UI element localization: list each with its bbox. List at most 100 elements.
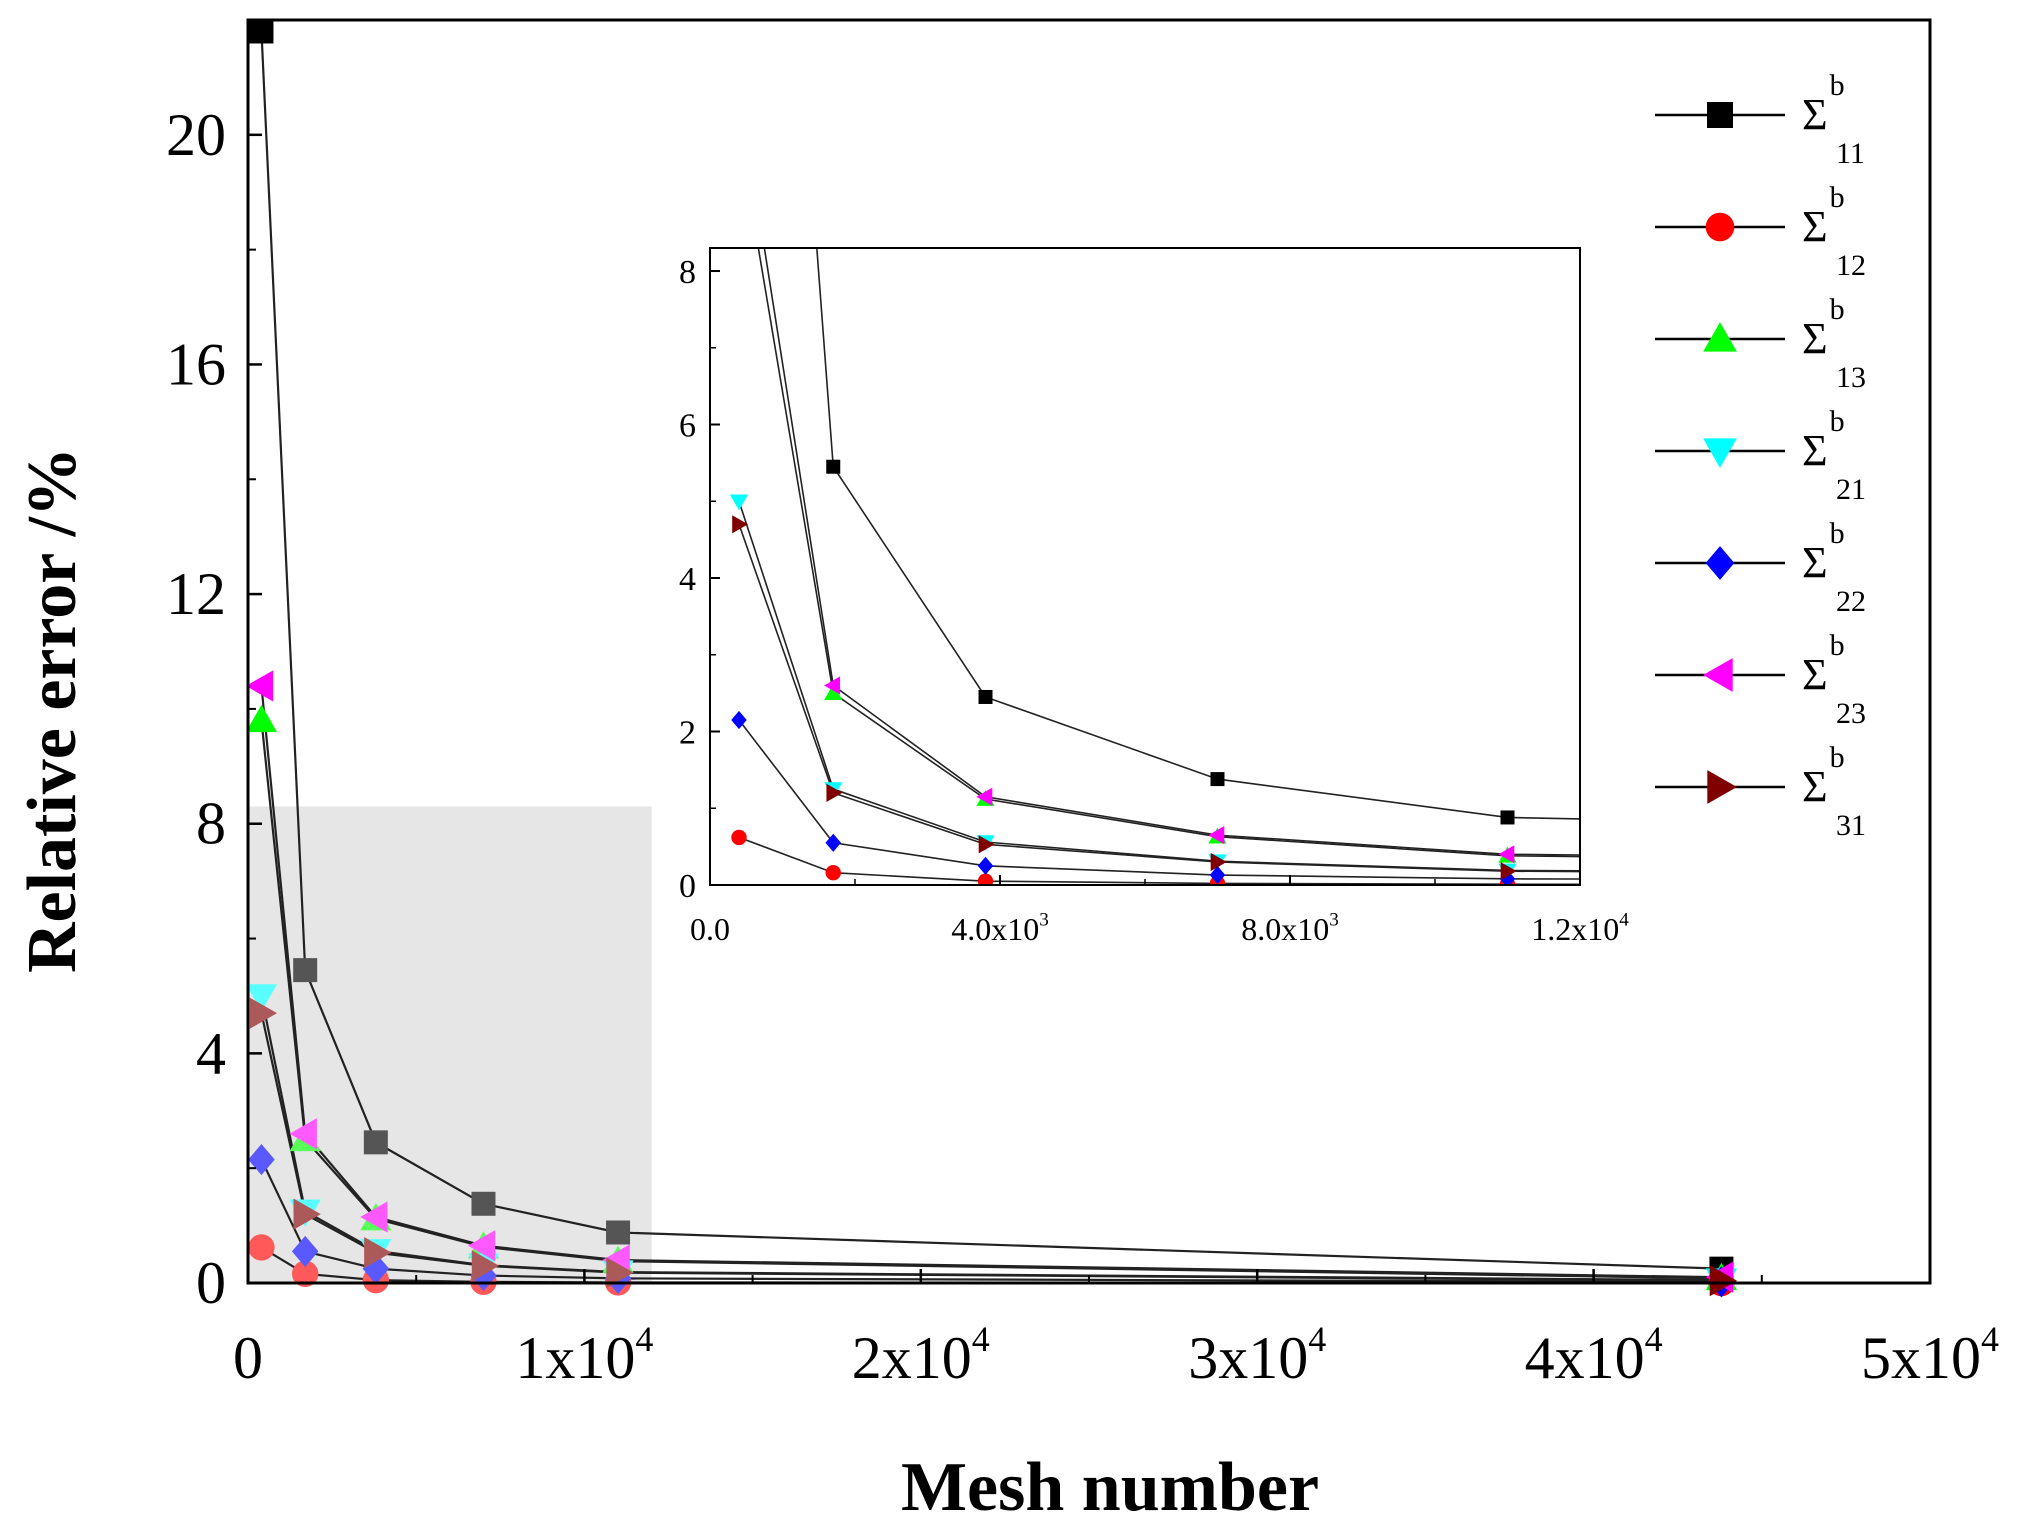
inset-series-line-23 [763,248,1580,856]
legend-label-21: Σb 21 [1802,405,1866,506]
inset-axes: 0.0 4.0x103 8.0x103 1.2x104 0 2 4 6 8 [679,247,1629,947]
y-tick-label-1: 4 [196,1020,226,1086]
inset-series-markers [729,78,1517,885]
marker-22-2 [362,1253,390,1285]
marker-21-0 [245,984,278,1012]
inset-marker-11-1 [826,459,841,474]
marker-31-0 [249,997,278,1029]
y-tick-label-5: 20 [166,102,226,168]
marker-11-1 [293,958,318,983]
x-tick-label-3: 3x104 [1188,1319,1326,1391]
marker-11-0 [249,19,274,44]
marker-31-3 [471,1250,500,1282]
x-tick-label-1: 1x104 [515,1319,653,1391]
inset-y-tick-label-0: 0 [679,868,696,905]
marker-11-3 [471,1191,496,1216]
inset-series-line-12 [738,836,1580,885]
legend-label-23: Σb 23 [1802,629,1866,730]
legend-marker-11 [1707,102,1733,128]
inset-series-line-11 [816,248,1580,820]
inset-marker-31-2 [978,835,995,854]
marker-11-4 [606,1220,631,1245]
inset-marker-11-3 [1210,772,1225,787]
y-tick-label-3: 12 [166,561,226,627]
legend-marker-21 [1703,438,1737,468]
inset-marker-12-0 [731,829,747,846]
inset-marker-12-2 [977,873,994,885]
marker-12-1 [291,1260,319,1288]
inset-marker-12-1 [825,865,841,881]
legend-marker-23 [1703,658,1733,692]
legend-label-12: Σb 12 [1802,181,1866,282]
inset-marker-23-2 [976,787,993,806]
series-line-31 [260,1012,1722,1282]
marker-13-0 [245,704,278,733]
series-line-11 [260,31,1722,1270]
inset-y-tick-label-1: 2 [679,715,696,752]
marker-12-0 [248,1234,275,1261]
inset-marker-23-1 [824,676,841,695]
inset-marker-13-1 [824,684,843,700]
inset-marker-22-3 [1209,865,1226,885]
inset-marker-11-4 [1500,810,1515,825]
inset-marker-22-4 [1499,869,1516,885]
marker-31-1 [293,1198,321,1230]
legend-marker-22 [1705,546,1735,580]
legend-label-13: Σb 13 [1802,293,1866,394]
x-axis-title: Mesh number [901,1449,1319,1526]
inset-series-line-31 [738,524,1580,873]
y-tick-label-2: 8 [196,791,226,857]
inset-series-lines [738,248,1580,885]
marker-23-0 [245,670,274,702]
legend-marker-13 [1703,322,1737,352]
inset-y-tick-label-3: 6 [679,408,696,445]
inset-marker-31-1 [826,783,843,803]
inset-marker-31-3 [1210,852,1227,872]
main-series-markers [245,19,1738,1298]
marker-23-3 [467,1230,496,1262]
legend: Σb 11 Σb 12 Σb 13 Σb 21 Σb 22 Σb 23 Σb 31 [1655,69,1866,842]
x-tick-label-4: 4x104 [1525,1319,1663,1391]
inset-marker-22-0 [731,710,747,730]
inset-marker-23-3 [1208,826,1225,845]
inset-marker-23-0 [730,78,746,96]
x-tick-label-2: 2x104 [852,1319,990,1391]
y-axis-title: Relative error /% [14,447,91,973]
y-tick-label-4: 16 [166,331,226,397]
series-line-22 [260,1159,1722,1283]
legend-marker-12 [1705,212,1735,242]
inset-x-tick-label-0: 0.0 [690,911,730,947]
inset-series-line-13 [757,248,1580,858]
marker-31-4 [606,1257,634,1289]
y-tick-label-0: 0 [196,1250,226,1316]
inset-zoom-chart: 0.0 4.0x103 8.0x103 1.2x104 0 2 4 6 8 [679,78,1629,947]
inset-x-tick-label-1: 4.0x103 [951,910,1049,947]
x-tick-label-0: 0 [233,1325,263,1391]
inset-marker-31-0 [732,515,749,534]
legend-label-31: Σb 31 [1802,741,1866,842]
main-series-lines [260,31,1722,1285]
series-line-23 [260,685,1722,1279]
marker-31-2 [364,1236,392,1269]
inset-series-line-21 [738,501,1580,872]
inset-marker-13-0 [730,124,748,140]
inset-x-tick-label-2: 8.0x103 [1241,910,1339,947]
inset-marker-11-2 [978,689,993,704]
inset-marker-21-0 [729,494,749,511]
inset-marker-22-1 [825,833,841,852]
inset-marker-22-2 [977,856,994,875]
inset-marker-31-4 [1500,862,1517,881]
marker-11-2 [363,1130,388,1155]
legend-marker-31 [1707,770,1737,804]
legend-label-22: Σb 22 [1802,517,1866,618]
inset-background [710,248,1580,885]
marker-23-1 [289,1118,317,1150]
inset-series-line-22 [738,719,1580,880]
inset-x-tick-label-3: 1.2x104 [1531,910,1629,947]
inset-y-tick-label-4: 8 [679,254,696,291]
legend-label-11: Σb 11 [1802,69,1865,170]
inset-marker-23-4 [1498,845,1515,864]
inset-y-tick-label-2: 4 [679,561,696,598]
